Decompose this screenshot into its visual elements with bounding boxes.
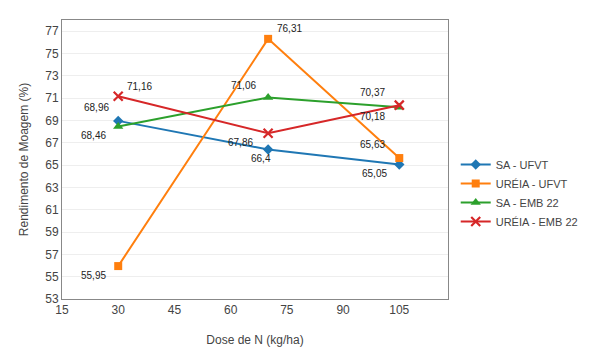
svg-text:55,95: 55,95 — [81, 270, 106, 281]
svg-text:65: 65 — [45, 158, 59, 172]
svg-text:67,86: 67,86 — [228, 137, 253, 148]
svg-text:65,05: 65,05 — [362, 168, 387, 179]
svg-text:105: 105 — [389, 303, 409, 317]
svg-text:68,46: 68,46 — [81, 130, 106, 141]
svg-text:59: 59 — [45, 225, 59, 239]
svg-text:71,06: 71,06 — [231, 80, 256, 91]
svg-text:Rendimento de Moagem (%): Rendimento de Moagem (%) — [17, 83, 31, 236]
svg-text:66,4: 66,4 — [251, 153, 271, 164]
svg-text:75: 75 — [45, 47, 59, 61]
svg-text:URÉIA - EMB 22: URÉIA - EMB 22 — [496, 216, 578, 228]
svg-text:61: 61 — [45, 203, 59, 217]
svg-text:76,31: 76,31 — [277, 23, 302, 34]
svg-text:90: 90 — [336, 303, 350, 317]
svg-text:70,18: 70,18 — [360, 111, 385, 122]
svg-text:71: 71 — [45, 91, 59, 105]
svg-text:71,16: 71,16 — [127, 81, 152, 92]
svg-text:73: 73 — [45, 69, 59, 83]
svg-text:77: 77 — [45, 24, 59, 38]
svg-text:53: 53 — [45, 292, 59, 306]
svg-text:65,63: 65,63 — [360, 139, 385, 150]
svg-text:15: 15 — [55, 303, 69, 317]
svg-text:75: 75 — [280, 303, 294, 317]
svg-text:60: 60 — [224, 303, 238, 317]
svg-text:68,96: 68,96 — [84, 102, 109, 113]
svg-text:SA - EMB 22: SA - EMB 22 — [496, 197, 559, 209]
svg-text:URÉIA - UFVT: URÉIA - UFVT — [496, 178, 568, 190]
svg-text:57: 57 — [45, 248, 59, 262]
svg-text:63: 63 — [45, 181, 59, 195]
svg-text:SA - UFVT: SA - UFVT — [496, 159, 549, 171]
svg-text:70,37: 70,37 — [360, 87, 385, 98]
svg-text:69: 69 — [45, 114, 59, 128]
svg-text:Dose de N (kg/ha): Dose de N (kg/ha) — [206, 333, 303, 347]
svg-text:45: 45 — [168, 303, 182, 317]
svg-text:55: 55 — [45, 270, 59, 284]
svg-text:67: 67 — [45, 136, 59, 150]
svg-text:30: 30 — [112, 303, 126, 317]
